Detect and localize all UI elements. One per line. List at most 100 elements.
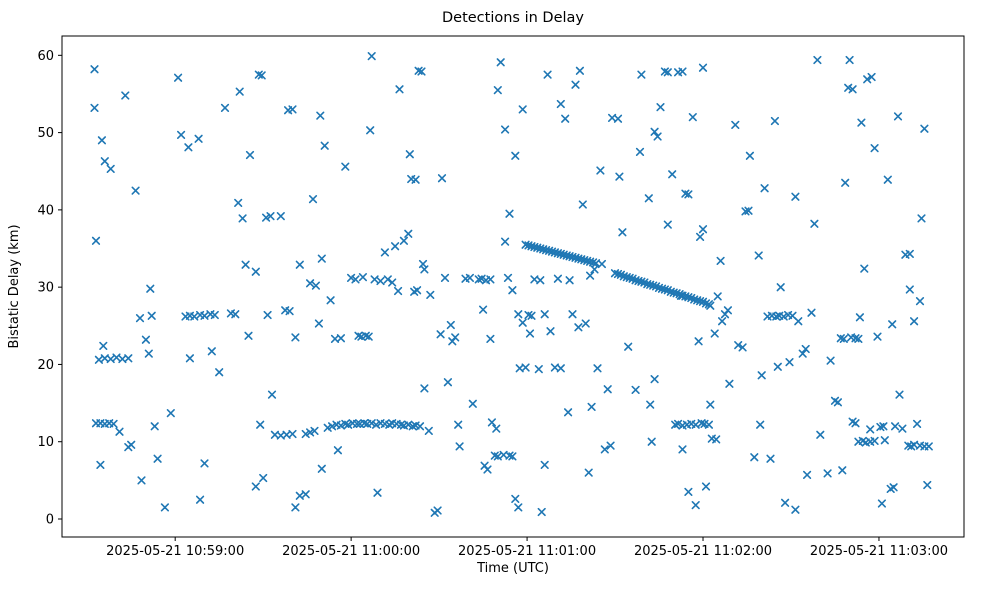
data-point-marker bbox=[571, 80, 580, 89]
data-point-marker bbox=[653, 132, 662, 141]
data-point-marker bbox=[194, 134, 203, 143]
data-point-marker bbox=[823, 469, 832, 478]
data-point-marker bbox=[674, 419, 683, 428]
y-tick-label: 60 bbox=[37, 49, 54, 64]
data-point-marker bbox=[603, 385, 612, 394]
data-point-marker bbox=[521, 363, 530, 372]
data-point-marker bbox=[317, 464, 326, 473]
data-point-marker bbox=[773, 362, 782, 371]
data-point-marker bbox=[917, 214, 926, 223]
axis-ticks: 2025-05-21 10:59:00 2025-05-21 11:00:00 20… bbox=[37, 49, 948, 559]
data-point-marker bbox=[291, 333, 300, 342]
data-point-marker bbox=[713, 292, 722, 301]
data-point-marker bbox=[511, 494, 520, 503]
data-point-marker bbox=[124, 354, 133, 363]
data-point-marker bbox=[838, 466, 847, 475]
data-point-marker bbox=[336, 421, 345, 430]
data-point-marker bbox=[468, 399, 477, 408]
data-point-marker bbox=[372, 420, 381, 429]
data-point-marker bbox=[514, 503, 523, 512]
data-point-marker bbox=[251, 267, 260, 276]
data-point-marker bbox=[676, 291, 686, 300]
data-point-marker bbox=[373, 488, 382, 497]
data-point-marker bbox=[527, 311, 536, 320]
data-point-marker bbox=[803, 470, 812, 479]
data-point-marker bbox=[776, 283, 785, 292]
data-point-marker bbox=[443, 378, 452, 387]
data-point-marker bbox=[624, 342, 633, 351]
data-point-marker bbox=[565, 276, 574, 285]
data-point-marker bbox=[807, 308, 816, 317]
data-point-marker bbox=[326, 296, 335, 305]
data-point-marker bbox=[311, 281, 320, 290]
data-point-marker bbox=[867, 72, 876, 82]
data-point-marker bbox=[196, 495, 205, 504]
data-point-marker bbox=[477, 274, 486, 283]
data-point-marker bbox=[285, 307, 294, 316]
data-point-marker bbox=[839, 334, 848, 343]
data-point-marker bbox=[844, 83, 853, 92]
data-point-marker bbox=[779, 312, 788, 321]
x-tick-label: 2025-05-21 10:59:00 bbox=[106, 544, 244, 559]
data-point-marker bbox=[920, 124, 929, 133]
data-point-marker bbox=[860, 264, 869, 273]
data-point-marker bbox=[857, 118, 866, 127]
data-point-marker bbox=[100, 157, 109, 166]
data-point-marker bbox=[511, 151, 520, 160]
data-point-marker bbox=[712, 435, 721, 444]
data-point-marker bbox=[301, 429, 310, 439]
data-point-marker bbox=[215, 368, 224, 377]
data-point-marker bbox=[174, 73, 183, 82]
data-point-marker bbox=[131, 186, 140, 195]
data-point-marker bbox=[889, 483, 898, 492]
data-point-marker bbox=[424, 426, 433, 435]
data-point-marker bbox=[147, 311, 156, 320]
data-point-marker bbox=[301, 490, 310, 499]
data-point-marker bbox=[417, 67, 426, 76]
data-point-marker bbox=[656, 103, 665, 112]
data-point-marker bbox=[238, 214, 247, 223]
data-point-marker bbox=[288, 105, 297, 114]
data-point-marker bbox=[663, 220, 672, 229]
data-point-marker bbox=[395, 85, 404, 94]
data-point-marker bbox=[177, 130, 186, 139]
data-point-marker bbox=[543, 70, 552, 79]
y-tick-label: 20 bbox=[37, 358, 54, 373]
data-point-marker bbox=[766, 454, 775, 463]
data-point-marker bbox=[376, 276, 385, 286]
data-point-marker bbox=[244, 331, 253, 340]
x-tick-label: 2025-05-21 11:02:00 bbox=[634, 544, 772, 559]
data-point-marker bbox=[508, 286, 517, 295]
data-point-marker bbox=[160, 503, 169, 512]
data-point-marker bbox=[166, 409, 175, 418]
data-point-marker bbox=[870, 436, 879, 445]
data-point-marker bbox=[454, 420, 463, 429]
data-point-marker bbox=[137, 476, 146, 485]
x-tick-label: 2025-05-21 11:03:00 bbox=[810, 544, 948, 559]
data-point-marker bbox=[731, 120, 740, 129]
data-point-marker bbox=[399, 236, 408, 245]
data-point-marker bbox=[536, 276, 545, 285]
data-point-marker bbox=[153, 454, 162, 463]
data-point-marker bbox=[855, 313, 864, 322]
data-point-marker bbox=[905, 249, 914, 258]
data-point-marker bbox=[810, 219, 819, 228]
data-point-marker bbox=[479, 305, 488, 314]
data-point-marker bbox=[97, 136, 106, 145]
data-point-marker bbox=[185, 354, 194, 363]
data-point-marker bbox=[487, 418, 496, 427]
data-point-marker bbox=[615, 172, 624, 181]
data-point-marker bbox=[276, 212, 285, 221]
data-point-marker bbox=[540, 460, 549, 469]
data-point-marker bbox=[210, 310, 219, 320]
data-point-marker bbox=[90, 103, 99, 112]
data-point-marker bbox=[245, 150, 255, 160]
data-point-marker bbox=[833, 398, 842, 407]
data-point-marker bbox=[561, 114, 570, 123]
data-point-marker bbox=[364, 332, 373, 341]
data-point-marker bbox=[263, 310, 272, 320]
data-point-marker bbox=[347, 273, 356, 282]
data-point-marker bbox=[234, 198, 243, 207]
data-point-marker bbox=[785, 358, 794, 367]
data-point-marker bbox=[465, 273, 474, 282]
